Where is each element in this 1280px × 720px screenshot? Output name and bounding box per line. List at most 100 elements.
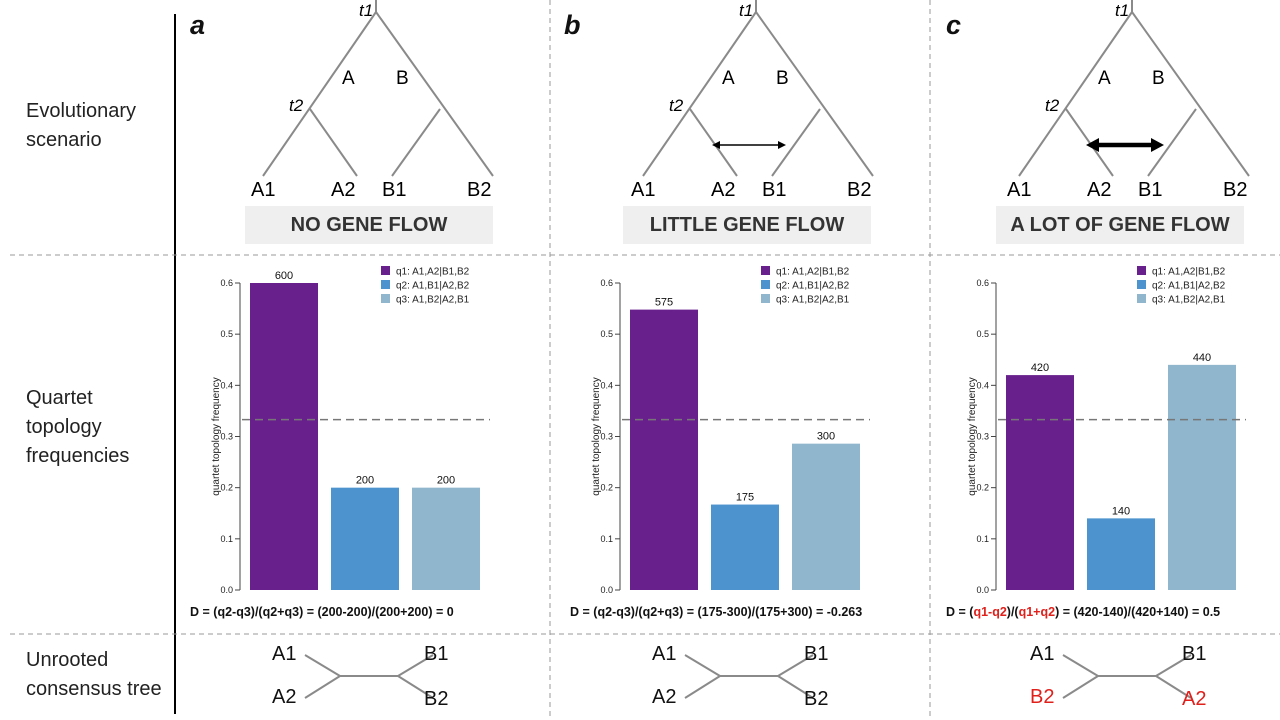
y-tick-label: 0.0 — [600, 585, 613, 595]
bar-q2 — [711, 504, 779, 590]
y-axis-label: quartet topology frequency — [211, 377, 222, 495]
clade-label-a: A — [722, 68, 735, 89]
leaf-label: A2 — [331, 179, 355, 201]
legend: q1: A1,A2|B1,B2 q2: A1,B1|A2,B2 q3: A1,B2|… — [1137, 266, 1226, 306]
legend-swatch — [381, 280, 390, 289]
tree-branch — [755, 11, 874, 177]
y-tick-label: 0.6 — [600, 278, 613, 288]
y-tick-label: 0.5 — [220, 329, 233, 339]
leaf-label: A1 — [631, 179, 655, 201]
tree-branch — [309, 108, 358, 177]
bar-q3 — [1168, 364, 1236, 590]
legend: q1: A1,A2|B1,B2 q2: A1,B1|A2,B2 q3: A1,B2|… — [761, 266, 850, 306]
y-tick-label: 0.1 — [600, 534, 613, 544]
quartet-chart: 0.0 0.1 0.2 0.3 0.4 0.5 0.6 quartet topology fr… — [570, 266, 870, 619]
row-label-scenario: Evolutionary scenario — [26, 100, 137, 151]
species-tree: t1 t2 A B A1 A2 B1 B2 — [631, 0, 874, 201]
legend-label: q2: A1,B1|A2,B2 — [1152, 281, 1226, 292]
y-tick-label: 0.4 — [220, 380, 233, 390]
tree-branch — [1147, 108, 1197, 177]
y-tick-label: 0.0 — [220, 585, 233, 595]
leaf-label: A1 — [251, 179, 275, 201]
panel-b: t1 t2 A B A1 A2 B1 B2 0.0 0.1 0.2 0.3 0.4 0.5 0.6 quart… — [570, 0, 874, 710]
unrooted-branch — [1155, 675, 1192, 699]
unrooted-branch — [777, 654, 814, 677]
unrooted-label-bl: B2 — [1030, 686, 1054, 708]
bar-value-label: 200 — [437, 475, 455, 487]
panels-layer: t1 t2 A B A1 A2 B1 B2 0.0 0.1 0.2 0.3 0.4 0.5 0.6 quart… — [190, 0, 1250, 710]
unrooted-branch — [1062, 675, 1099, 699]
unrooted-branch — [684, 675, 721, 699]
leaf-label: B2 — [1223, 179, 1247, 201]
bar-value-label: 420 — [1031, 362, 1049, 374]
leaf-label: B1 — [382, 179, 406, 201]
y-tick-label: 0.2 — [600, 483, 613, 493]
unrooted-branch — [684, 654, 721, 677]
legend-swatch — [381, 294, 390, 303]
legend-swatch — [761, 294, 770, 303]
bar-value-label: 440 — [1193, 352, 1211, 364]
unrooted-tree: A1 B2 B1 A2 — [1030, 643, 1206, 710]
leaf-label: A1 — [1007, 179, 1031, 201]
tree-branch — [1131, 11, 1250, 177]
y-tick-label: 0.4 — [600, 380, 613, 390]
unrooted-branch — [777, 675, 814, 699]
bar-q1 — [250, 283, 318, 590]
clade-label-b: B — [776, 68, 789, 89]
row-label-quartet: Quartet topology frequencies — [26, 387, 130, 467]
y-tick-label: 0.4 — [976, 380, 989, 390]
gene-flow-label-c: A LOT OF GENE FLOW — [996, 206, 1244, 244]
quartet-chart: 0.0 0.1 0.2 0.3 0.4 0.5 0.6 quartet topology fr… — [190, 266, 490, 619]
unrooted-branch — [1155, 654, 1192, 677]
bar-value-label: 140 — [1112, 505, 1130, 517]
legend-label: q1: A1,A2|B1,B2 — [396, 267, 470, 278]
y-tick-label: 0.0 — [976, 585, 989, 595]
bar-value-label: 575 — [655, 297, 673, 309]
tree-branch — [391, 108, 441, 177]
clade-label-a: A — [1098, 68, 1111, 89]
y-tick-label: 0.5 — [600, 329, 613, 339]
gene-flow-arrow — [1086, 138, 1164, 152]
y-tick-label: 0.2 — [976, 483, 989, 493]
row-label-unrooted: Unrooted consensus tree — [26, 649, 162, 700]
unrooted-label-tr: B1 — [804, 643, 828, 665]
legend: q1: A1,A2|B1,B2 q2: A1,B1|A2,B2 q3: A1,B2|… — [381, 266, 470, 306]
node-label-t2: t2 — [1045, 96, 1060, 115]
y-tick-label: 0.6 — [976, 278, 989, 288]
y-axis-label: quartet topology frequency — [967, 377, 978, 495]
bar-q3 — [792, 443, 860, 590]
clade-label-a: A — [342, 68, 355, 89]
unrooted-label-tl: A1 — [652, 643, 676, 665]
node-label-t2: t2 — [289, 96, 304, 115]
legend-swatch — [761, 266, 770, 275]
bar-value-label: 200 — [356, 475, 374, 487]
gene-flow-arrow — [712, 141, 786, 149]
bar-value-label: 175 — [736, 492, 754, 504]
panel-c: t1 t2 A B A1 A2 B1 B2 0.0 0.1 0.2 0.3 0.4 0.5 0.6 quart… — [946, 0, 1250, 710]
node-label-t1: t1 — [359, 1, 373, 20]
panel-a: t1 t2 A B A1 A2 B1 B2 0.0 0.1 0.2 0.3 0.4 0.5 0.6 quart… — [190, 0, 494, 710]
leaf-label: B1 — [762, 179, 786, 201]
legend-label: q2: A1,B1|A2,B2 — [396, 281, 470, 292]
bar-q3 — [412, 487, 480, 590]
leaf-label: B2 — [847, 179, 871, 201]
panel-letter-b: b — [564, 10, 581, 40]
legend-label: q3: A1,B2|A2,B1 — [776, 295, 850, 306]
bar-value-label: 300 — [817, 431, 835, 443]
leaf-label: A2 — [1087, 179, 1111, 201]
panel-letter-a: a — [190, 10, 206, 40]
unrooted-label-br: B2 — [424, 688, 448, 710]
unrooted-label-tr: B1 — [1182, 643, 1206, 665]
panel-letter-c: c — [946, 10, 962, 40]
unrooted-label-br: A2 — [1182, 688, 1206, 710]
unrooted-branch — [304, 654, 341, 677]
unrooted-branch — [397, 675, 434, 699]
unrooted-label-tl: A1 — [272, 643, 296, 665]
unrooted-label-tr: B1 — [424, 643, 448, 665]
tree-branch — [1065, 108, 1114, 177]
unrooted-tree: A1 A2 B1 B2 — [272, 643, 448, 710]
bar-q1 — [1006, 375, 1074, 590]
tree-branch — [642, 11, 757, 177]
unrooted-label-bl: A2 — [652, 686, 676, 708]
bar-q2 — [1087, 518, 1155, 590]
